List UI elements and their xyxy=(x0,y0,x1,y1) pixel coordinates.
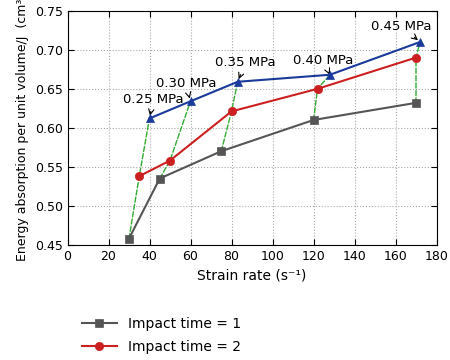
Text: 0.45 MPa: 0.45 MPa xyxy=(371,20,432,39)
Impact time = 2 xyxy=(315,87,320,91)
Line: Impact time = 1: Impact time = 1 xyxy=(125,99,420,243)
Impact time = 3 xyxy=(327,73,333,77)
Impact time = 2 xyxy=(413,55,418,60)
Impact time = 3 xyxy=(147,116,152,121)
Impact time = 1 xyxy=(157,176,162,181)
Impact time = 2 xyxy=(229,109,234,113)
Impact time = 3 xyxy=(235,80,240,84)
Line: Impact time = 3: Impact time = 3 xyxy=(145,38,424,123)
Text: 0.25 MPa: 0.25 MPa xyxy=(123,93,184,114)
Text: 0.30 MPa: 0.30 MPa xyxy=(156,77,216,98)
Impact time = 1 xyxy=(126,237,132,241)
Impact time = 3 xyxy=(188,99,193,103)
Impact time = 2 xyxy=(136,174,142,178)
Impact time = 1 xyxy=(413,101,418,105)
X-axis label: Strain rate (s⁻¹): Strain rate (s⁻¹) xyxy=(197,268,307,282)
Line: Impact time = 2: Impact time = 2 xyxy=(135,53,420,180)
Text: 0.35 MPa: 0.35 MPa xyxy=(215,56,276,78)
Y-axis label: Energy absorption per unit volume/J  (cm³): Energy absorption per unit volume/J (cm³… xyxy=(16,0,29,261)
Impact time = 1 xyxy=(219,149,224,153)
Impact time = 1 xyxy=(311,118,316,122)
Impact time = 2 xyxy=(167,158,173,163)
Text: 0.40 MPa: 0.40 MPa xyxy=(293,54,353,74)
Legend: Impact time = 1, Impact time = 2, Impact time = 3: Impact time = 1, Impact time = 2, Impact… xyxy=(82,317,241,360)
Impact time = 3 xyxy=(418,40,423,44)
